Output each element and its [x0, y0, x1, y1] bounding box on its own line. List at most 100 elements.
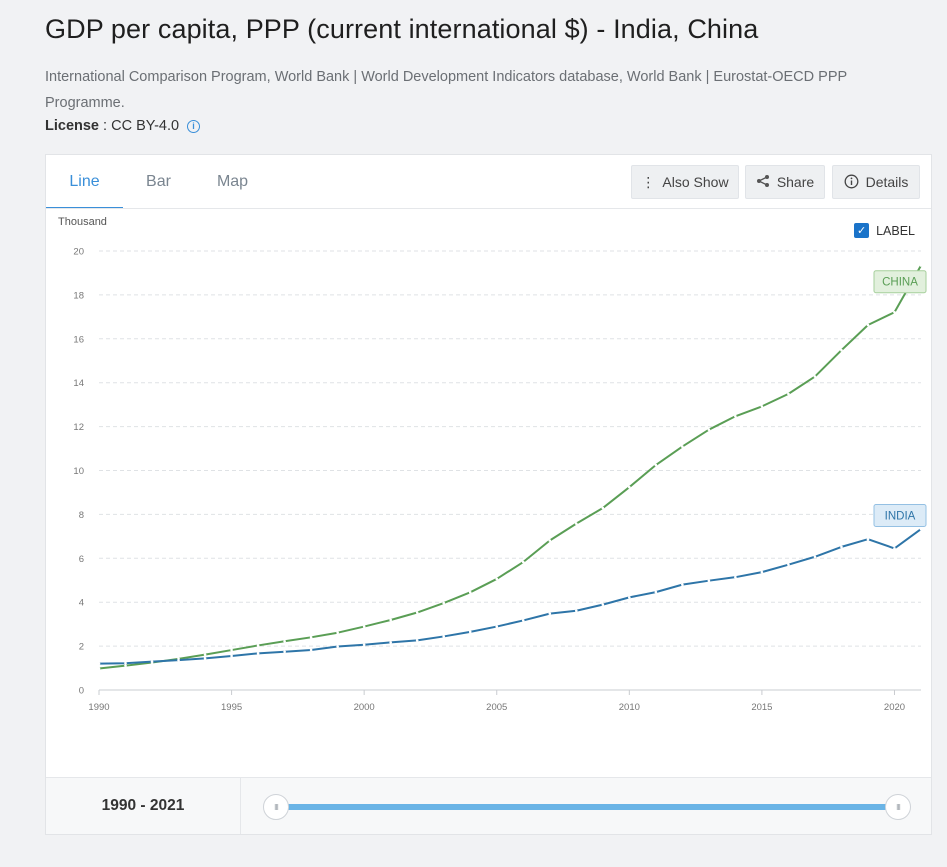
- label-toggle-text: LABEL: [876, 223, 915, 238]
- series-label: INDIA: [885, 510, 916, 522]
- line-chart: Thousand 0 2 4 6 8 10 12 14 16 18 20 1990 1995 2000 200…: [58, 216, 927, 713]
- data-point-india: [309, 648, 313, 652]
- data-point-india: [787, 563, 790, 566]
- data-point-china: [707, 428, 711, 431]
- data-point-china: [442, 601, 446, 605]
- data-point-china: [336, 631, 339, 635]
- series-line-china: [98, 264, 922, 670]
- details-label: Details: [865, 174, 909, 190]
- tab-bar[interactable]: Bar: [146, 173, 171, 190]
- tab-line[interactable]: Line: [46, 155, 123, 209]
- x-tick-label: 2000: [354, 702, 375, 713]
- data-point-india: [866, 537, 870, 541]
- share-label: Share: [776, 174, 815, 190]
- info-icon[interactable]: i: [187, 119, 201, 133]
- data-point-india: [336, 645, 339, 648]
- license-separator: :: [99, 118, 112, 134]
- data-point-china: [389, 618, 392, 622]
- details-button[interactable]: Details: [832, 165, 920, 199]
- data-point-china: [521, 560, 525, 564]
- share-button[interactable]: Share: [745, 165, 825, 199]
- tab-map[interactable]: Map: [216, 173, 249, 190]
- y-tick-label: 0: [79, 686, 84, 697]
- data-point-china: [919, 264, 923, 267]
- data-point-india: [919, 527, 923, 531]
- data-point-china: [866, 323, 870, 327]
- data-point-india: [893, 547, 896, 550]
- series-label-box: [873, 503, 927, 527]
- data-point-india: [601, 603, 605, 606]
- data-point-china: [654, 463, 658, 467]
- data-point-india: [734, 575, 737, 579]
- data-point-india: [177, 658, 180, 662]
- data-point-india: [468, 630, 472, 634]
- range-slider-track[interactable]: [276, 804, 898, 810]
- data-point-india: [442, 635, 446, 638]
- y-tick-label: 20: [73, 247, 84, 258]
- data-point-china: [840, 348, 843, 352]
- range-end-handle[interactable]: III: [885, 794, 911, 820]
- data-point-china: [97, 667, 101, 670]
- data-point-india: [389, 641, 392, 644]
- data-point-china: [230, 648, 233, 652]
- y-tick-label: 12: [73, 422, 84, 433]
- y-tick-label: 14: [73, 378, 84, 389]
- data-point-india: [362, 643, 366, 647]
- page-title: GDP per capita, PPP (current internation…: [45, 14, 759, 44]
- x-tick-label: 2005: [486, 702, 507, 713]
- year-range-label: 1990 - 2021: [46, 778, 241, 834]
- also-show-button[interactable]: ⋮ Also Show: [631, 165, 739, 199]
- data-point-india: [707, 579, 711, 582]
- chart-tabs: Line Bar Map: [46, 155, 268, 209]
- range-start-handle[interactable]: III: [263, 794, 289, 820]
- data-point-china: [203, 653, 207, 656]
- data-point-india: [628, 596, 631, 599]
- x-tick-label: 1995: [221, 702, 242, 713]
- data-point-india: [548, 612, 552, 615]
- details-info-icon: [844, 174, 859, 191]
- y-tick-label: 16: [73, 334, 84, 345]
- series-line-india: [98, 528, 922, 665]
- data-point-india: [283, 650, 286, 654]
- license-label: License: [45, 118, 99, 134]
- x-tick-label: 1990: [88, 702, 109, 713]
- data-point-china: [256, 644, 260, 647]
- range-footer: 1990 - 2021 III III: [46, 777, 931, 834]
- y-tick-label: 18: [73, 290, 84, 301]
- data-point-china: [124, 664, 127, 667]
- data-point-china: [760, 405, 764, 408]
- y-tick-label: 10: [73, 466, 84, 477]
- series-label-box: [873, 270, 927, 294]
- data-point-india: [124, 661, 127, 665]
- data-point-china: [283, 639, 286, 643]
- data-point-china: [495, 577, 499, 581]
- data-point-india: [495, 625, 499, 628]
- share-icon: [756, 174, 770, 190]
- data-point-india: [415, 639, 419, 642]
- data-point-india: [760, 570, 764, 574]
- license-value: CC BY-4.0: [111, 118, 180, 134]
- label-toggle[interactable]: ✓ LABEL: [854, 223, 915, 238]
- x-tick-label: 2020: [884, 702, 905, 713]
- data-point-china: [813, 375, 817, 378]
- data-point-china: [574, 522, 578, 525]
- data-point-india: [681, 583, 684, 586]
- series-label: CHINA: [882, 277, 918, 289]
- license-line: License : CC BY-4.0 i: [45, 118, 201, 134]
- y-tick-label: 4: [79, 598, 84, 609]
- more-vertical-icon: ⋮: [641, 174, 656, 190]
- data-point-india: [840, 545, 843, 549]
- data-point-china: [468, 591, 472, 594]
- data-point-china: [601, 506, 605, 510]
- x-tick-label: 2010: [619, 702, 640, 713]
- data-point-india: [256, 652, 260, 655]
- data-point-india: [97, 662, 101, 665]
- data-point-china: [681, 445, 684, 448]
- data-point-china: [787, 392, 790, 396]
- data-point-china: [548, 539, 552, 542]
- y-axis-label: Thousand: [58, 216, 107, 228]
- label-checkbox[interactable]: ✓: [854, 223, 870, 238]
- data-point-india: [574, 609, 578, 613]
- data-point-india: [654, 590, 658, 594]
- source-text: International Comparison Program, World …: [45, 69, 847, 111]
